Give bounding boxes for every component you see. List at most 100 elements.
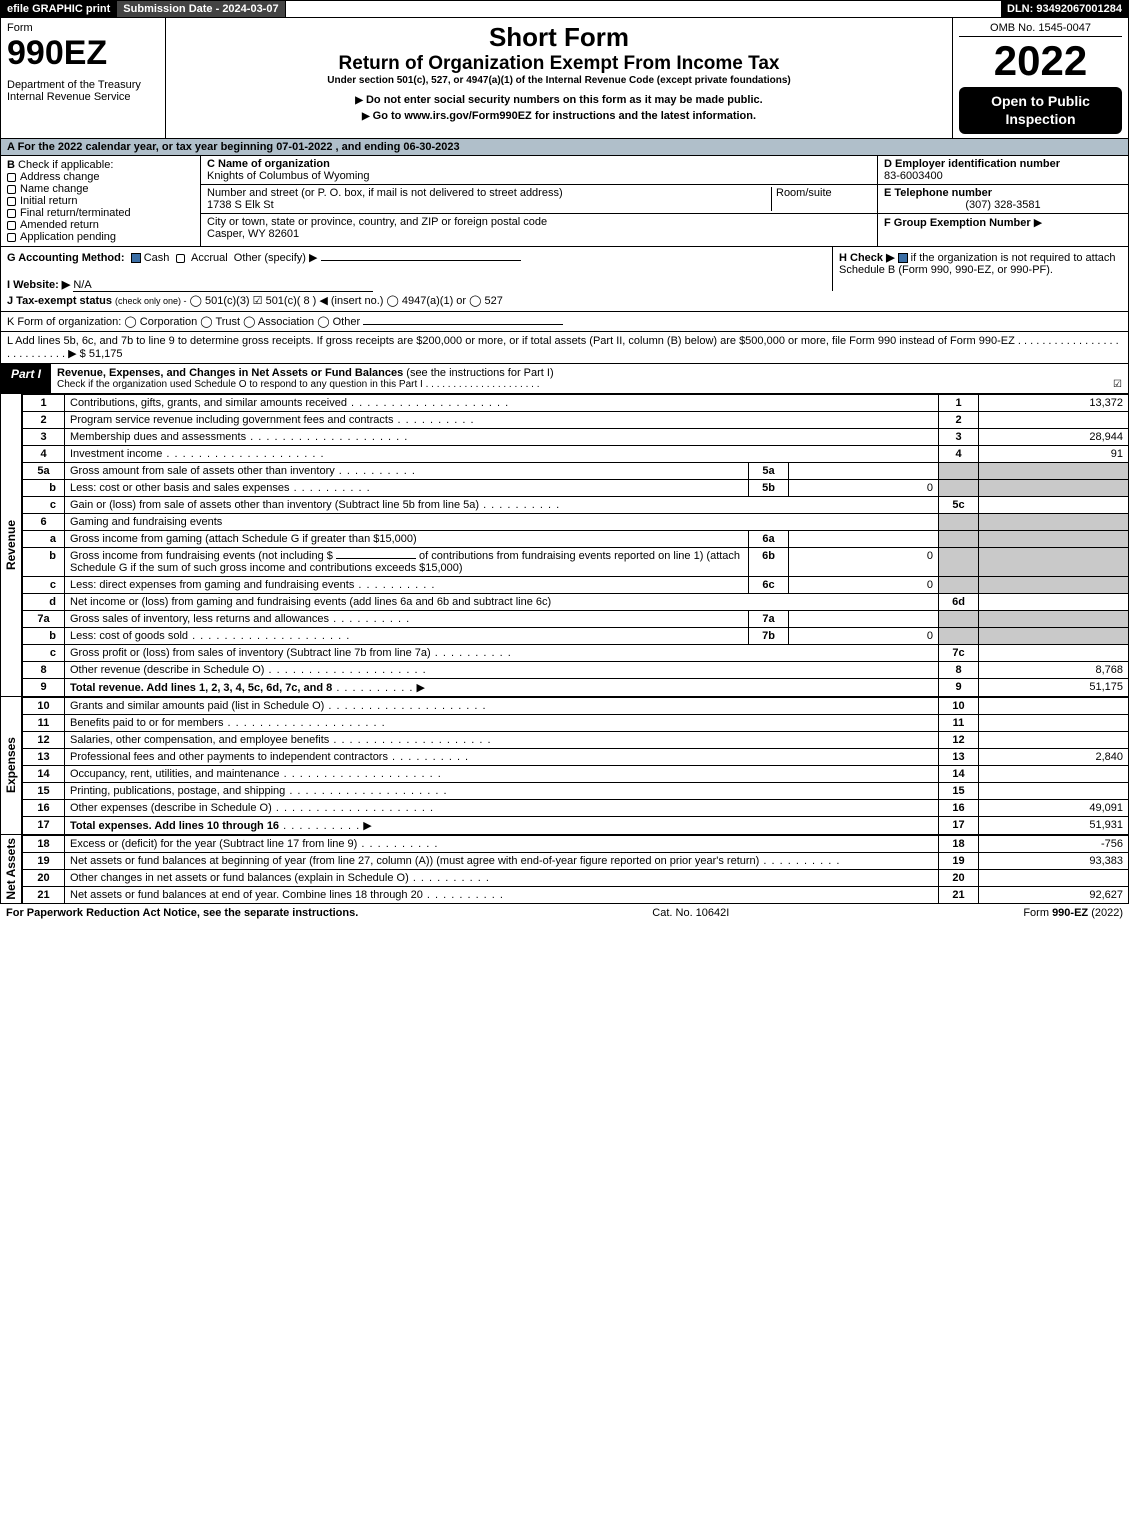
chk-cash[interactable] xyxy=(131,253,141,263)
k-other-input[interactable] xyxy=(363,324,563,325)
note-ssn: Do not enter social security numbers on … xyxy=(172,94,946,106)
b-checkif: Check if applicable: xyxy=(18,159,113,171)
opt-address-change: Address change xyxy=(20,171,100,183)
row-a-tax-year: A For the 2022 calendar year, or tax yea… xyxy=(0,139,1129,156)
line-17: 17Total expenses. Add lines 10 through 1… xyxy=(23,817,1129,835)
chk-application-pending[interactable] xyxy=(7,233,16,242)
part1-header: Part I Revenue, Expenses, and Changes in… xyxy=(0,364,1129,394)
netassets-section: Net Assets 18Excess or (deficit) for the… xyxy=(0,835,1129,904)
expenses-section: Expenses 10Grants and similar amounts pa… xyxy=(0,697,1129,835)
g-cash: Cash xyxy=(144,252,170,264)
line-13: 13Professional fees and other payments t… xyxy=(23,749,1129,766)
line-10: 10Grants and similar amounts paid (list … xyxy=(23,698,1129,715)
revenue-vertical-label: Revenue xyxy=(0,394,22,697)
line-21: 21Net assets or fund balances at end of … xyxy=(23,887,1129,904)
line-6: 6Gaming and fundraising events xyxy=(23,514,1129,531)
line-5c: cGain or (loss) from sale of assets othe… xyxy=(23,497,1129,514)
irs-label: Internal Revenue Service xyxy=(7,91,159,103)
chk-name-change[interactable] xyxy=(7,185,16,194)
line-20: 20Other changes in net assets or fund ba… xyxy=(23,870,1129,887)
city-value: Casper, WY 82601 xyxy=(207,228,299,240)
j-options[interactable]: ◯ 501(c)(3) ☑ 501(c)( 8 ) ◀ (insert no.)… xyxy=(190,295,503,307)
part1-sub-dots: . . . . . . . . . . . . . . . . . . . . … xyxy=(426,379,540,390)
chk-address-change[interactable] xyxy=(7,173,16,182)
line-11: 11Benefits paid to or for members11 xyxy=(23,715,1129,732)
line-5b: bLess: cost or other basis and sales exp… xyxy=(23,480,1129,497)
g-other: Other (specify) ▶ xyxy=(234,252,318,264)
header-left: Form 990EZ Department of the Treasury In… xyxy=(1,18,166,138)
chk-accrual[interactable] xyxy=(176,254,185,263)
room-label: Room/suite xyxy=(776,187,832,199)
revenue-section: Revenue 1Contributions, gifts, grants, a… xyxy=(0,394,1129,697)
tax-year: 2022 xyxy=(959,37,1122,85)
tel-value: (307) 328-3581 xyxy=(884,199,1122,211)
short-form-title: Short Form xyxy=(172,22,946,53)
row-l: L Add lines 5b, 6c, and 7b to line 9 to … xyxy=(0,332,1129,364)
return-title: Return of Organization Exempt From Incom… xyxy=(172,53,946,75)
g-accrual: Accrual xyxy=(191,252,228,264)
line-7c: cGross profit or (loss) from sales of in… xyxy=(23,645,1129,662)
line-16: 16Other expenses (describe in Schedule O… xyxy=(23,800,1129,817)
i-label: I Website: ▶ xyxy=(7,279,70,291)
g-other-input[interactable] xyxy=(321,260,521,261)
chk-amended-return[interactable] xyxy=(7,221,16,230)
row-k: K Form of organization: ◯ Corporation ◯ … xyxy=(0,312,1129,332)
footer-left: For Paperwork Reduction Act Notice, see … xyxy=(6,907,358,919)
opt-name-change: Name change xyxy=(20,183,89,195)
opt-initial-return: Initial return xyxy=(20,195,77,207)
page-footer: For Paperwork Reduction Act Notice, see … xyxy=(0,904,1129,922)
group-exemption-label: F Group Exemption Number xyxy=(884,217,1031,229)
ein-label: D Employer identification number xyxy=(884,158,1060,170)
section-bcd: B Check if applicable: Address change Na… xyxy=(0,156,1129,247)
chk-final-return[interactable] xyxy=(7,209,16,218)
opt-application-pending: Application pending xyxy=(20,231,116,243)
ein-value: 83-6003400 xyxy=(884,170,943,182)
line-3: 3Membership dues and assessments328,944 xyxy=(23,429,1129,446)
footer-right: Form 990-EZ (2022) xyxy=(1023,907,1123,919)
part1-sub: Check if the organization used Schedule … xyxy=(57,379,423,390)
chk-initial-return[interactable] xyxy=(7,197,16,206)
chk-schedule-b[interactable] xyxy=(898,253,908,263)
footer-catno: Cat. No. 10642I xyxy=(652,907,729,919)
submission-date-cell: Submission Date - 2024-03-07 xyxy=(117,1,285,17)
l-amount: $ 51,175 xyxy=(80,348,123,360)
street-label: Number and street (or P. O. box, if mail… xyxy=(207,187,563,199)
line-19: 19Net assets or fund balances at beginni… xyxy=(23,853,1129,870)
form-header: Form 990EZ Department of the Treasury In… xyxy=(0,18,1129,139)
note-goto: Go to www.irs.gov/Form990EZ for instruct… xyxy=(172,110,946,122)
opt-final-return: Final return/terminated xyxy=(20,207,131,219)
part1-title-paren: (see the instructions for Part I) xyxy=(406,367,553,379)
line-5a: 5aGross amount from sale of assets other… xyxy=(23,463,1129,480)
part1-title: Revenue, Expenses, and Changes in Net As… xyxy=(51,364,1128,393)
opt-amended-return: Amended return xyxy=(20,219,99,231)
part1-check[interactable]: ☑ xyxy=(1113,379,1122,390)
j-sub: (check only one) - xyxy=(115,296,187,306)
omb-number: OMB No. 1545-0047 xyxy=(959,22,1122,37)
part1-tab: Part I xyxy=(1,364,51,393)
6b-amount-input[interactable] xyxy=(336,558,416,559)
h-label: H Check ▶ xyxy=(839,252,895,264)
group-exemption-arrow: ▶ xyxy=(1034,217,1042,229)
under-section: Under section 501(c), 527, or 4947(a)(1)… xyxy=(172,75,946,86)
line-18: 18Excess or (deficit) for the year (Subt… xyxy=(23,836,1129,853)
header-right: OMB No. 1545-0047 2022 Open to Public In… xyxy=(953,18,1128,138)
line-12: 12Salaries, other compensation, and empl… xyxy=(23,732,1129,749)
city-label: City or town, state or province, country… xyxy=(207,216,547,228)
line-6c: cLess: direct expenses from gaming and f… xyxy=(23,577,1129,594)
top-bar: efile GRAPHIC print Submission Date - 20… xyxy=(0,0,1129,18)
line-7a: 7aGross sales of inventory, less returns… xyxy=(23,611,1129,628)
l-text: L Add lines 5b, 6c, and 7b to line 9 to … xyxy=(7,335,1015,347)
netassets-vertical-label: Net Assets xyxy=(0,835,22,904)
line-4: 4Investment income491 xyxy=(23,446,1129,463)
efile-print-cell[interactable]: efile GRAPHIC print xyxy=(1,1,117,17)
revenue-table: 1Contributions, gifts, grants, and simil… xyxy=(22,394,1129,697)
line-6d: dNet income or (loss) from gaming and fu… xyxy=(23,594,1129,611)
line-15: 15Printing, publications, postage, and s… xyxy=(23,783,1129,800)
section-b: B Check if applicable: Address change Na… xyxy=(1,156,201,246)
b-label: B xyxy=(7,159,15,171)
line-1: 1Contributions, gifts, grants, and simil… xyxy=(23,395,1129,412)
k-text[interactable]: K Form of organization: ◯ Corporation ◯ … xyxy=(7,316,360,328)
header-center: Short Form Return of Organization Exempt… xyxy=(166,18,953,138)
line-6a: aGross income from gaming (attach Schedu… xyxy=(23,531,1129,548)
expenses-table: 10Grants and similar amounts paid (list … xyxy=(22,697,1129,835)
